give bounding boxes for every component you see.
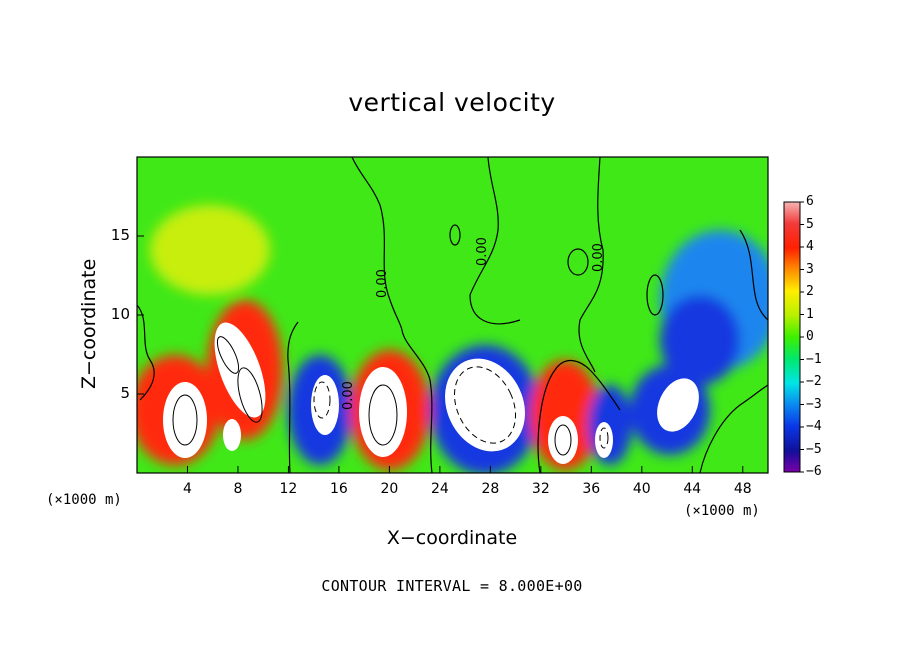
core-8 [595,422,613,458]
colorbar-tick-label: 2 [806,284,814,299]
colorbar-tick-label: −2 [806,374,822,389]
colorbar-tick-label: 5 [806,216,814,232]
x-tick-label: 32 [531,481,550,497]
x-tick-label: 8 [233,481,243,497]
x-tick-label: 48 [733,481,752,497]
zero-contours [137,157,768,473]
core-6 [445,358,525,452]
colorbar-tick-label: 3 [806,261,814,277]
contour-label: 0.00 [475,237,490,266]
field-features [137,157,768,473]
negative-contours [313,366,609,449]
positive-contours [172,336,572,456]
contour-label: 0.00 [591,243,606,272]
x-tick-label: 12 [279,481,298,497]
y-tick-label: 15 [110,226,130,244]
core-3 [223,419,241,451]
colorbar-tick-label: −1 [806,351,822,367]
core-4 [311,375,339,435]
x-tick-label: 16 [329,481,348,497]
colorbar-tick-label: −5 [806,441,822,457]
core-5 [359,367,407,457]
field-blue-core [660,295,740,385]
cell-red-4 [530,360,600,470]
x-tick-label: 40 [632,481,651,497]
x-unit-left: (×1000 m) [46,492,122,508]
contour-label: 0.00 [375,269,390,298]
colorbar-tick-label: 0 [806,329,814,344]
x-axis-label: X−coordinate [386,527,518,549]
field-yellow-upper [150,205,270,295]
x-tick-label: 36 [582,481,601,497]
colorbar-tick-label: 4 [806,239,814,254]
colorbar [783,201,801,473]
y-tick-label: 10 [110,305,130,323]
chart-title: vertical velocity [348,88,556,117]
x-tick-label: 28 [481,481,500,497]
core-7 [548,416,578,464]
x-tick-label: 44 [683,481,702,497]
core-9 [657,378,699,432]
contour-label: 0.00 [341,381,356,410]
colorbar-tick-label: −3 [806,396,822,412]
x-tick-label: 24 [430,481,449,497]
colorbar-tick-label: −6 [806,464,822,479]
contour-interval-note: CONTOUR INTERVAL = 8.000E+00 [321,577,583,595]
x-tick-label: 20 [380,481,399,497]
x-unit-right: (×1000 m) [684,503,760,519]
core-1 [163,382,207,458]
x-tick-label: 4 [183,481,192,497]
colorbar-tick-label: −4 [806,419,822,434]
colorbar-tick-label: 1 [806,306,814,322]
y-axis-label: Z−coordinate [78,258,100,389]
colorbar-tick-label: 6 [806,194,814,209]
y-tick-label: 5 [120,384,130,402]
